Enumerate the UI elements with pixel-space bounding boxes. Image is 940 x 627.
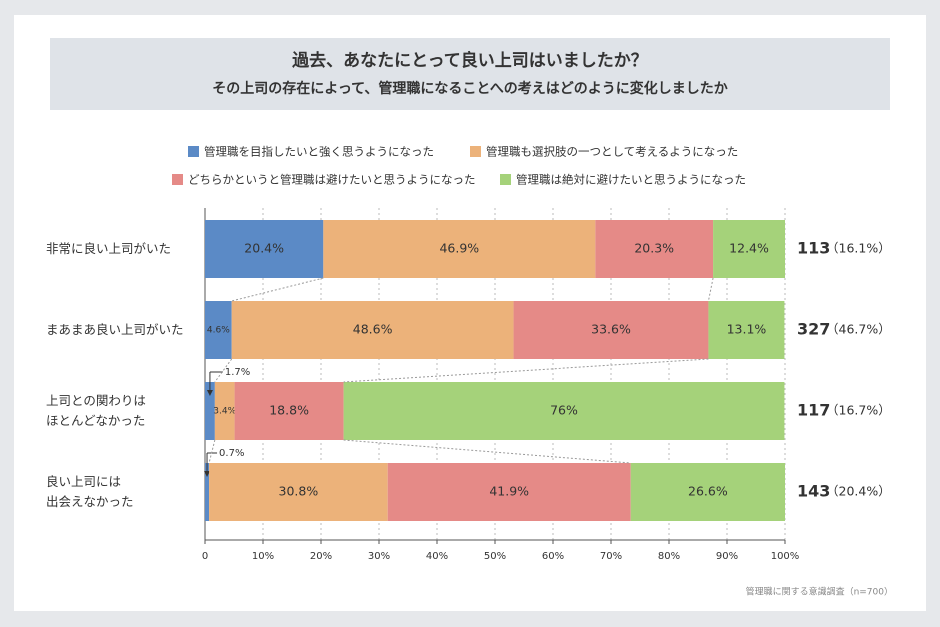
category-label: 良い上司には 出会えなかった <box>46 474 134 509</box>
bar-segment <box>708 301 785 359</box>
bar-segment <box>231 301 514 359</box>
value-label: 30.8% <box>279 484 319 499</box>
legend-swatch <box>172 174 183 185</box>
share-label: （46.7%） <box>826 322 891 337</box>
value-label: 12.4% <box>729 241 769 256</box>
value-label: 0.7% <box>219 448 244 459</box>
chart-subtitle: その上司の存在によって、管理職になることへの考えはどのように変化しましたか <box>212 80 727 97</box>
x-tick-label: 70% <box>600 551 622 562</box>
title-box <box>50 38 890 110</box>
count-label: 117 <box>797 401 830 420</box>
count-label: 113 <box>797 239 830 258</box>
value-label: 26.6% <box>688 484 728 499</box>
value-label: 41.9% <box>489 484 529 499</box>
value-label: 46.9% <box>439 241 479 256</box>
share-label: （20.4%） <box>826 484 891 499</box>
value-label: 13.1% <box>727 322 767 337</box>
x-tick-label: 20% <box>310 551 332 562</box>
connector <box>343 439 631 464</box>
value-label: 20.4% <box>244 241 284 256</box>
x-tick-label: 50% <box>484 551 506 562</box>
bar-segment <box>343 382 785 440</box>
value-label: 76% <box>550 403 578 418</box>
legend-label: 管理職も選択肢の一つとして考えるようになった <box>486 145 738 159</box>
bar-segment <box>205 463 210 521</box>
count-label: 143 <box>797 482 830 501</box>
share-label: （16.7%） <box>826 403 891 418</box>
value-label: 1.7% <box>225 367 250 378</box>
value-label: 48.6% <box>353 322 393 337</box>
value-label: 20.3% <box>634 241 674 256</box>
category-label: まあまあ良い上司がいた <box>46 322 184 337</box>
value-label: 18.8% <box>269 403 309 418</box>
bar-segment <box>513 301 709 359</box>
bar-segment <box>205 220 324 278</box>
value-label: 3.4% <box>213 407 236 417</box>
x-tick-label: 10% <box>252 551 274 562</box>
bar-segment <box>234 382 344 440</box>
bar-segment <box>209 463 388 521</box>
x-tick-label: 80% <box>658 551 680 562</box>
connector <box>214 358 233 383</box>
value-label: 4.6% <box>207 326 230 336</box>
callout-arrow <box>204 471 211 477</box>
category-label: 非常に良い上司がいた <box>46 241 172 256</box>
legend-swatch <box>470 146 481 157</box>
legend-label: 管理職は絶対に避けたいと思うようになった <box>516 173 746 187</box>
bar-segment <box>713 220 785 278</box>
x-tick-label: 30% <box>368 551 390 562</box>
chart-title: 過去、あなたにとって良い上司はいましたか？ <box>292 50 648 71</box>
bar-segment <box>630 463 785 521</box>
x-tick-label: 0 <box>202 551 208 562</box>
x-tick-label: 100% <box>771 551 800 562</box>
bar-segment <box>205 382 215 440</box>
x-tick-label: 90% <box>716 551 738 562</box>
bar-segment <box>205 301 232 359</box>
connector <box>343 358 709 383</box>
category-label: 上司との関わりは ほとんどなかった <box>46 393 146 428</box>
callout-arrow <box>206 390 213 396</box>
source-note: 管理職に関する意識調査（n=700） <box>746 586 893 598</box>
x-tick-label: 60% <box>542 551 564 562</box>
legend-swatch <box>188 146 199 157</box>
bar-segment <box>595 220 714 278</box>
x-tick-label: 40% <box>426 551 448 562</box>
legend-swatch <box>500 174 511 185</box>
bar-segment <box>387 463 631 521</box>
bar-segment <box>323 220 596 278</box>
count-label: 327 <box>797 320 830 339</box>
bar-segment <box>214 382 235 440</box>
legend-label: 管理職を目指したいと強く思うようになった <box>204 145 434 159</box>
share-label: （16.1%） <box>826 241 891 256</box>
value-label: 33.6% <box>591 322 631 337</box>
legend-label: どちらかというと管理職は避けたいと思うようになった <box>188 173 476 187</box>
